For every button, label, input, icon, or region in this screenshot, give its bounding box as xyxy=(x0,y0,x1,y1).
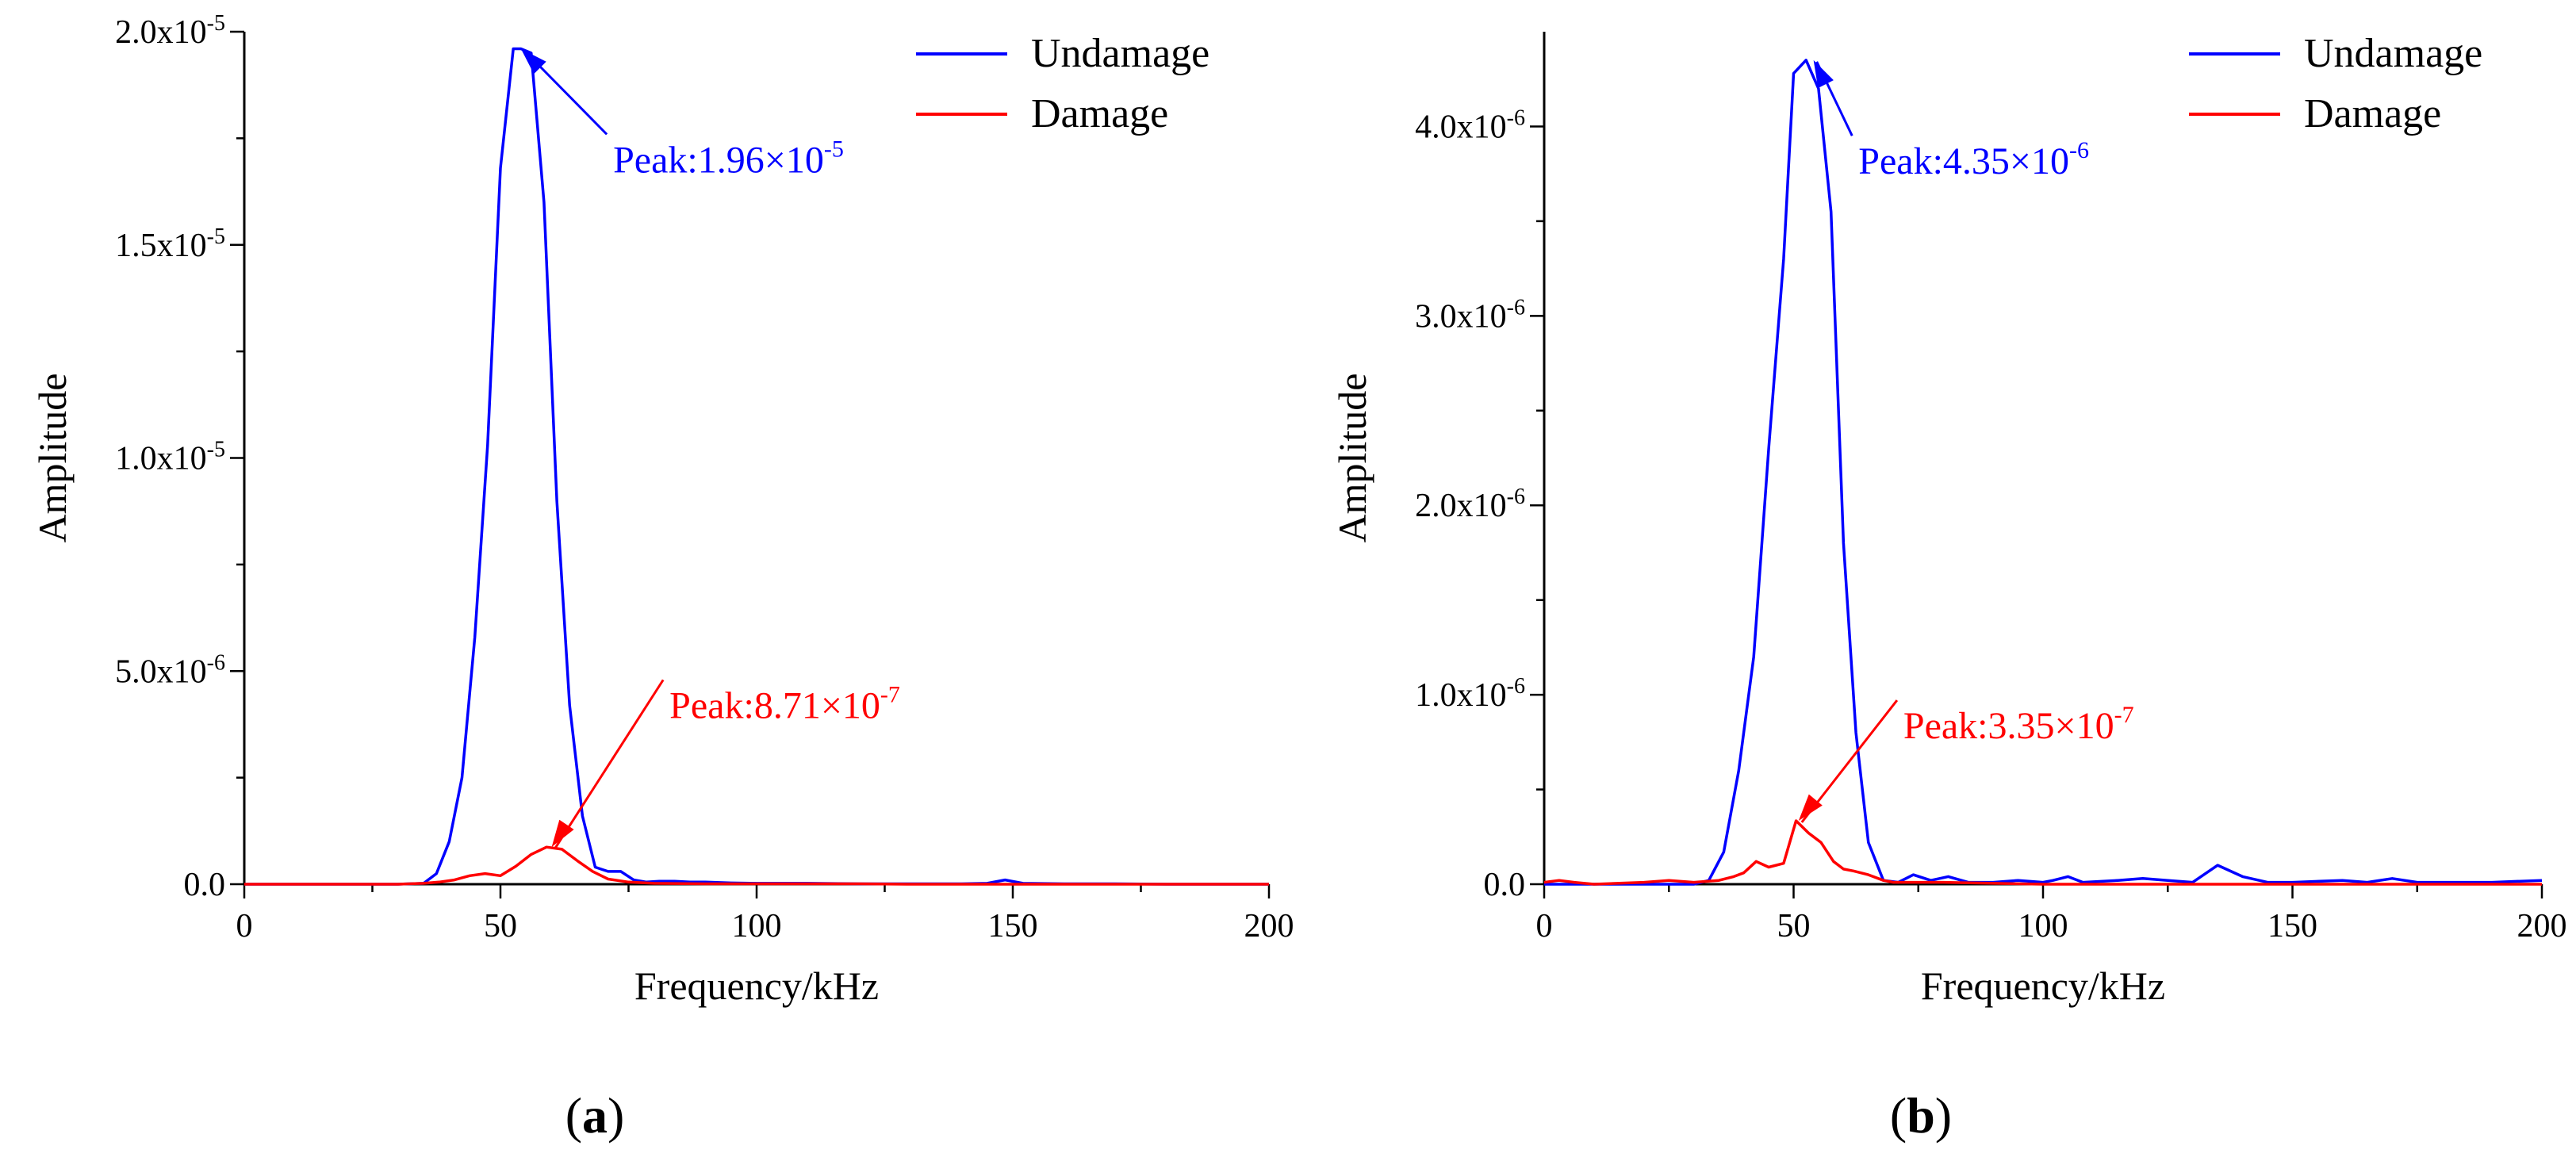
y-tick-label-exponent: -5 xyxy=(207,11,225,36)
peak-annotation: Peak:4.35×10-6 xyxy=(1858,137,2089,182)
series-line-damage xyxy=(1543,819,2542,886)
y-tick-label-base: 0.0 xyxy=(1484,867,1526,903)
x-tick-label: 200 xyxy=(2517,908,2567,944)
y-tick-label-base: 4.0x10 xyxy=(1415,109,1507,145)
y-tick-label: 0.0 xyxy=(1484,867,1526,903)
y-axis-title: Amplitude xyxy=(30,374,75,543)
y-tick-label-exponent: -6 xyxy=(207,650,225,675)
panel-label-open: ( xyxy=(565,1087,582,1144)
peak-annotation-mantissa: 4.35×10 xyxy=(1943,140,2069,182)
x-tick-label: 150 xyxy=(2267,908,2317,944)
series-line-undamage xyxy=(244,47,1269,886)
x-tick-label: 200 xyxy=(1244,908,1294,944)
y-tick-label: 1.5x10-5 xyxy=(115,224,225,264)
y-tick-label-base: 1.5x10 xyxy=(115,228,207,264)
y-tick-label: 2.0x10-5 xyxy=(115,11,225,51)
x-axis-title: Frequency/kHz xyxy=(1921,964,2165,1008)
y-tick-label-base: 1.0x10 xyxy=(1415,677,1507,714)
panel-label-open: ( xyxy=(1890,1087,1907,1144)
x-tick-label: 50 xyxy=(484,908,517,944)
y-tick-label: 4.0x10-6 xyxy=(1415,105,1525,145)
y-tick-label-base: 0.0 xyxy=(184,867,226,903)
y-tick-label-exponent: -5 xyxy=(207,438,225,462)
peak-annotation-prefix: Peak: xyxy=(1858,140,1943,182)
peak-annotation-prefix: Peak: xyxy=(613,139,698,181)
peak-annotation-mantissa: 1.96×10 xyxy=(698,139,824,181)
y-tick-label-base: 2.0x10 xyxy=(1415,488,1507,524)
peak-annotation-mantissa: 3.35×10 xyxy=(1988,705,2114,747)
x-tick-label: 0 xyxy=(236,908,253,944)
panel-label: (a) xyxy=(565,1087,625,1144)
peak-annotation-mantissa: 8.71×10 xyxy=(754,684,880,726)
legend-label-undamage: Undamage xyxy=(2304,31,2482,76)
y-tick-label-exponent: -6 xyxy=(1507,674,1525,699)
annotation-arrow-line xyxy=(554,679,665,849)
x-axis-title: Frequency/kHz xyxy=(634,964,879,1008)
panel-label-close: ) xyxy=(1935,1087,1952,1144)
panel-label-letter: b xyxy=(1907,1087,1935,1144)
y-tick-label-exponent: -6 xyxy=(1507,295,1525,320)
y-axis-title: Amplitude xyxy=(1330,374,1374,543)
y-tick-label-exponent: -6 xyxy=(1507,105,1525,130)
annotation-arrowhead xyxy=(551,819,574,848)
peak-annotation-exponent: -6 xyxy=(2069,137,2089,163)
peak-annotation-prefix: Peak: xyxy=(1903,705,1988,747)
y-tick-label: 3.0x10-6 xyxy=(1415,295,1525,335)
y-tick-label: 1.0x10-5 xyxy=(115,438,225,477)
legend-label-damage: Damage xyxy=(1031,91,1168,136)
y-tick-label: 2.0x10-6 xyxy=(1415,485,1525,524)
y-tick-label-exponent: -5 xyxy=(207,224,225,249)
y-tick-label-exponent: -6 xyxy=(1507,485,1525,509)
peak-annotation: Peak:1.96×10-5 xyxy=(613,136,844,181)
y-tick-label-base: 1.0x10 xyxy=(115,441,207,477)
x-tick-label: 150 xyxy=(988,908,1038,944)
series-line-undamage xyxy=(1544,59,2543,886)
y-tick-label: 1.0x10-6 xyxy=(1415,674,1525,714)
annotation-arrowhead xyxy=(1813,59,1834,89)
panel-label-close: ) xyxy=(608,1087,624,1144)
chart-panel-b: 0 50 100 150 2000.01.0x10-62.0x10-63.0x10-64… xyxy=(1330,31,2567,1144)
x-tick-label: 50 xyxy=(1777,908,1811,944)
peak-annotation-exponent: -5 xyxy=(824,136,844,162)
legend-label-damage: Damage xyxy=(2304,91,2441,136)
peak-annotation: Peak:8.71×10-7 xyxy=(669,681,900,726)
y-tick-label-base: 2.0x10 xyxy=(115,14,207,51)
peak-annotation: Peak:3.35×10-7 xyxy=(1903,702,2134,747)
series-line-damage xyxy=(244,845,1269,886)
panel-label-letter: a xyxy=(582,1087,608,1144)
panel-label: (b) xyxy=(1890,1087,1952,1144)
peak-annotation-exponent: -7 xyxy=(2114,702,2134,728)
y-tick-label: 0.0 xyxy=(184,867,226,903)
peak-annotation-exponent: -7 xyxy=(880,681,900,707)
y-tick-label-base: 3.0x10 xyxy=(1415,298,1507,335)
y-tick-label: 5.0x10-6 xyxy=(115,650,225,690)
peak-annotation-prefix: Peak: xyxy=(669,684,754,726)
y-tick-label-base: 5.0x10 xyxy=(115,653,207,690)
annotation-arrowhead xyxy=(520,48,546,75)
x-tick-label: 0 xyxy=(1536,908,1553,944)
legend-label-undamage: Undamage xyxy=(1031,31,1209,76)
x-tick-label: 100 xyxy=(732,908,782,944)
chart-panel-a: 0 50 100 150 2000.05.0x10-61.0x10-51.5x10-52… xyxy=(30,11,1294,1144)
annotation-arrowhead xyxy=(1798,794,1823,821)
x-tick-label: 100 xyxy=(2018,908,2068,944)
